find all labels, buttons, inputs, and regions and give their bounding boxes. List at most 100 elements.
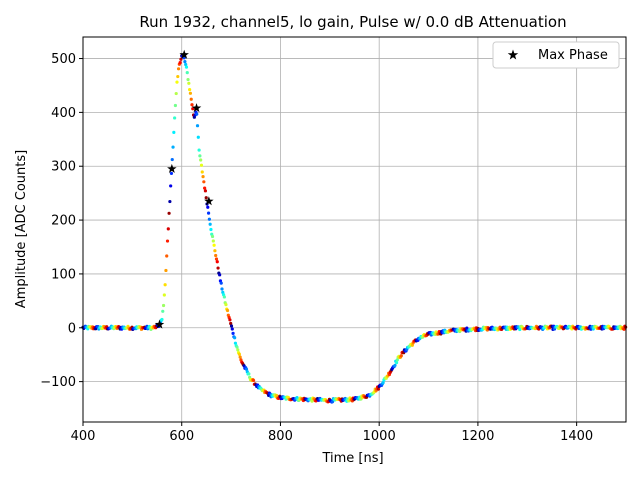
x-tick-label: 1200: [461, 429, 494, 444]
sample-point: [214, 257, 219, 261]
sample-point: [214, 253, 218, 258]
sample-point: [211, 239, 215, 243]
y-tick-label: −100: [40, 375, 76, 390]
sample-point: [199, 163, 204, 167]
sample-point: [233, 336, 237, 340]
sample-point: [218, 273, 222, 277]
sample-point: [187, 81, 191, 85]
sample-point: [233, 341, 238, 345]
x-tick-label: 1000: [363, 429, 396, 444]
sample-point: [195, 124, 200, 128]
sample-point: [173, 116, 177, 120]
sample-point: [395, 358, 399, 362]
sample-point: [161, 309, 165, 313]
y-tick-label: 100: [51, 267, 76, 282]
sample-point: [376, 387, 380, 391]
legend-star-icon: [507, 49, 519, 60]
sample-point: [518, 327, 522, 332]
sample-point: [216, 266, 220, 270]
sample-point: [393, 363, 397, 367]
sample-point: [170, 157, 174, 162]
sample-point: [196, 135, 200, 139]
sample-point: [168, 199, 172, 204]
sample-point: [171, 145, 175, 149]
sample-point: [330, 400, 335, 404]
sample-point: [176, 67, 181, 71]
sample-point: [188, 88, 192, 92]
sample-point: [197, 148, 201, 152]
max-phase-star: [154, 319, 165, 329]
y-tick-label: 0: [68, 321, 76, 336]
sample-point: [188, 91, 193, 95]
sample-point: [184, 65, 189, 69]
sample-point: [222, 295, 226, 299]
sample-point: [161, 303, 166, 308]
sample-point: [186, 77, 190, 82]
sample-point: [189, 97, 193, 101]
sample-point: [274, 393, 279, 398]
sample-point: [224, 303, 228, 307]
sample-point: [213, 249, 217, 253]
sample-point: [165, 254, 169, 258]
y-tick-label: 300: [51, 160, 76, 175]
sample-point: [247, 372, 251, 376]
sample-point: [622, 327, 626, 331]
sample-point: [210, 234, 215, 239]
y-tick-label: 500: [51, 52, 76, 67]
sample-point: [162, 293, 166, 297]
max-phase-star: [167, 163, 177, 173]
legend: Max Phase: [492, 41, 620, 69]
sample-point: [200, 170, 204, 174]
legend-box: [492, 41, 620, 69]
sample-point: [310, 399, 314, 403]
sample-point: [208, 222, 212, 226]
sample-point: [231, 331, 235, 335]
sample-point: [230, 327, 234, 331]
sample-point: [235, 345, 239, 349]
max-phase-star: [179, 49, 189, 59]
sample-point: [198, 154, 202, 158]
max-phase-markers: [154, 49, 214, 329]
x-tick-label: 800: [268, 429, 293, 444]
sample-point: [238, 355, 242, 359]
sample-point: [252, 378, 256, 382]
sample-point: [244, 367, 249, 371]
sample-point: [207, 217, 211, 221]
sample-point: [399, 354, 403, 358]
max-phase-star: [191, 103, 202, 113]
sample-point: [173, 103, 178, 108]
sample-point: [237, 352, 241, 356]
sample-point: [169, 171, 174, 176]
x-axis-label: Time [ns]: [321, 451, 383, 466]
sample-point: [167, 211, 171, 215]
sample-point: [183, 59, 187, 64]
chart-title: Run 1932, channel5, lo gain, Pulse w/ 0.…: [139, 13, 566, 31]
sample-point: [236, 348, 240, 352]
sample-point: [190, 103, 194, 107]
sample-point: [225, 308, 230, 313]
max-phase-star: [204, 196, 214, 206]
legend-label: Max Phase: [538, 48, 608, 63]
sample-point: [215, 260, 219, 264]
sample-point: [164, 268, 168, 273]
sample-point: [172, 130, 176, 134]
sample-point: [185, 71, 189, 75]
sample-point: [184, 62, 188, 67]
x-tick-label: 1400: [560, 429, 593, 444]
sample-point: [229, 324, 234, 328]
sample-point: [209, 227, 213, 232]
sample-point: [202, 180, 206, 184]
axis-ticks: 400 600 800 1000 1200 1400 −100 0 100 200 300 400 50…: [40, 52, 593, 444]
sample-point: [203, 189, 208, 193]
y-tick-label: 200: [51, 214, 76, 229]
sample-point: [174, 91, 178, 96]
sample-point: [199, 158, 203, 162]
sample-point: [206, 211, 211, 215]
x-tick-label: 400: [71, 429, 96, 444]
sample-point: [465, 326, 469, 330]
sample-point: [212, 243, 216, 247]
sample-point: [206, 205, 210, 209]
sample-point: [203, 186, 207, 190]
